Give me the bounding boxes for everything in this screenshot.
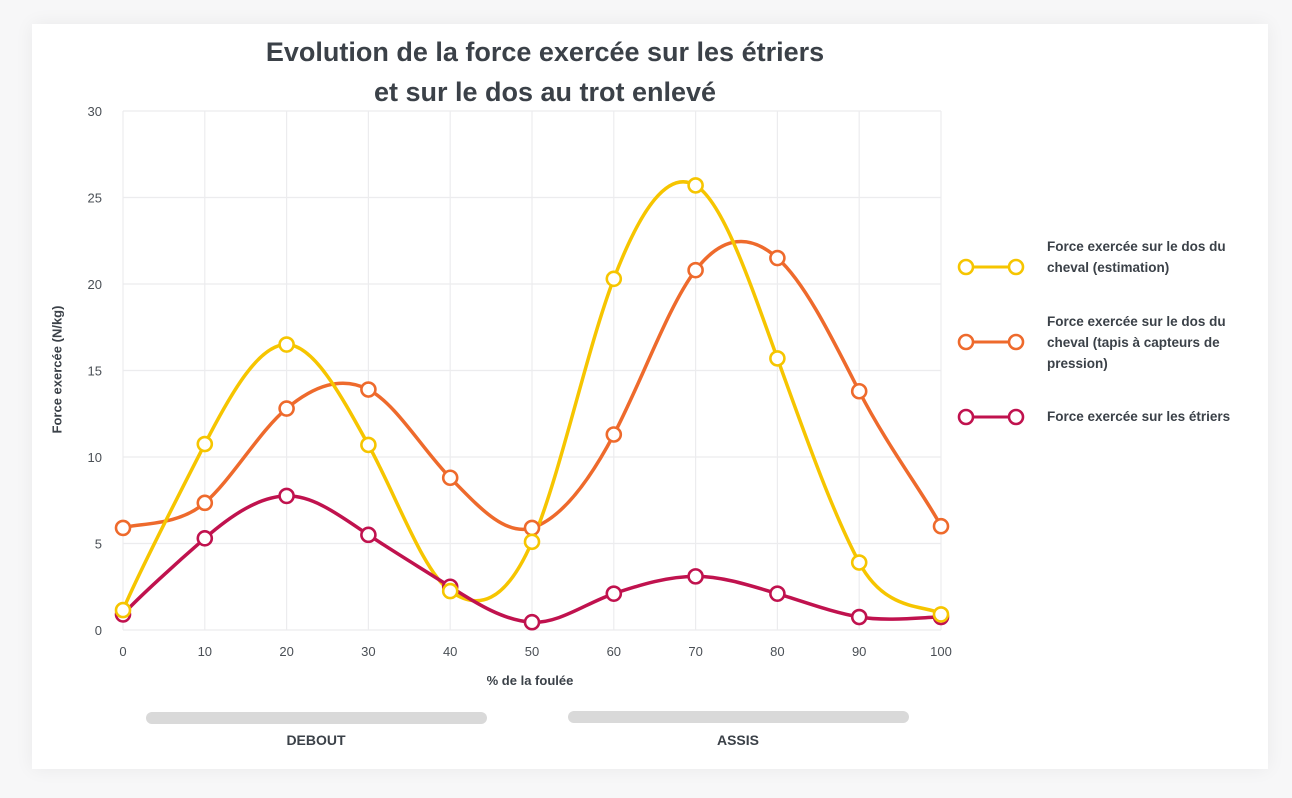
chart-title: Evolution de la force exercée sur les ét… xyxy=(140,32,950,112)
data-point[interactable] xyxy=(441,469,459,487)
data-point[interactable] xyxy=(932,606,950,623)
x-tick-label: 10 xyxy=(198,644,212,659)
data-point[interactable] xyxy=(687,568,704,585)
x-tick-label: 50 xyxy=(525,644,539,659)
phase-bar-debout xyxy=(146,712,487,724)
data-point[interactable] xyxy=(850,554,868,571)
x-tick-label: 100 xyxy=(930,644,952,659)
series-points xyxy=(114,177,950,631)
y-axis-title: Force exercée (N/kg) xyxy=(49,305,65,434)
phase-bar-assis xyxy=(568,711,909,723)
legend-point xyxy=(1007,333,1025,351)
data-point[interactable] xyxy=(196,435,214,453)
data-point[interactable] xyxy=(114,519,132,537)
chart-card xyxy=(32,24,1268,769)
data-point[interactable] xyxy=(687,177,704,194)
x-tick-label: 70 xyxy=(688,644,702,659)
data-point[interactable] xyxy=(769,249,786,267)
data-point[interactable] xyxy=(850,608,868,626)
data-point[interactable] xyxy=(278,487,295,505)
legend-marker-icon xyxy=(957,258,1025,276)
legend-point xyxy=(957,333,975,351)
x-tick-labels: 0 10 20 30 40 50 60 70 80 90 100 xyxy=(119,644,951,659)
x-tick-label: 20 xyxy=(279,644,293,659)
legend-point xyxy=(1007,258,1025,276)
legend-marker-icon xyxy=(957,408,1025,426)
data-point[interactable] xyxy=(769,350,786,367)
legend-label: Force exercée sur le dos du cheval (esti… xyxy=(1047,239,1226,275)
legend-label: Force exercée sur les étriers xyxy=(1047,409,1231,424)
grid-lines xyxy=(122,110,942,631)
data-point[interactable] xyxy=(932,517,950,535)
legend-point xyxy=(957,408,975,426)
legend-marker-icon xyxy=(957,333,1025,351)
data-point[interactable] xyxy=(360,526,377,544)
y-tick-label: 15 xyxy=(88,364,102,379)
x-tick-label: 80 xyxy=(770,644,784,659)
data-point[interactable] xyxy=(769,585,786,602)
data-point[interactable] xyxy=(523,519,541,537)
data-point[interactable] xyxy=(360,381,377,398)
data-point[interactable] xyxy=(605,426,623,443)
y-tick-label: 10 xyxy=(88,450,102,465)
data-point[interactable] xyxy=(360,436,377,454)
data-point[interactable] xyxy=(196,530,214,547)
data-point[interactable] xyxy=(687,261,704,279)
data-point[interactable] xyxy=(523,613,541,631)
x-tick-label: 40 xyxy=(443,644,457,659)
data-point[interactable] xyxy=(114,601,132,619)
data-point[interactable] xyxy=(605,270,623,288)
y-tick-label: 20 xyxy=(88,277,102,292)
y-tick-label: 5 xyxy=(95,537,102,552)
data-point[interactable] xyxy=(441,582,459,600)
x-tick-label: 60 xyxy=(607,644,621,659)
chart-title-line-2: et sur le dos au trot enlevé xyxy=(373,77,717,107)
legend-label: Force exercée sur le dos du cheval (tapi… xyxy=(1047,314,1226,371)
data-point[interactable] xyxy=(196,494,214,512)
phase-label-debout: DEBOUT xyxy=(286,732,346,748)
x-axis-title: % de la foulée xyxy=(486,673,574,688)
x-tick-label: 90 xyxy=(852,644,866,659)
series-line xyxy=(121,180,943,617)
y-tick-label: 25 xyxy=(88,191,102,206)
y-tick-labels: 0 5 10 15 20 25 30 xyxy=(88,104,102,638)
data-point[interactable] xyxy=(523,533,541,551)
chart-title-line-1: Evolution de la force exercée sur les ét… xyxy=(265,37,825,67)
data-point[interactable] xyxy=(278,336,295,353)
legend-point xyxy=(1007,408,1025,426)
phase-label-assis: ASSIS xyxy=(716,732,759,748)
x-tick-label: 0 xyxy=(119,644,126,659)
series-line xyxy=(121,239,943,532)
data-point[interactable] xyxy=(278,400,295,417)
y-tick-label: 30 xyxy=(88,104,102,119)
x-tick-label: 30 xyxy=(361,644,375,659)
legend-point xyxy=(957,258,975,276)
y-tick-label: 0 xyxy=(95,623,102,638)
data-point[interactable] xyxy=(850,382,868,400)
data-point[interactable] xyxy=(605,585,623,602)
